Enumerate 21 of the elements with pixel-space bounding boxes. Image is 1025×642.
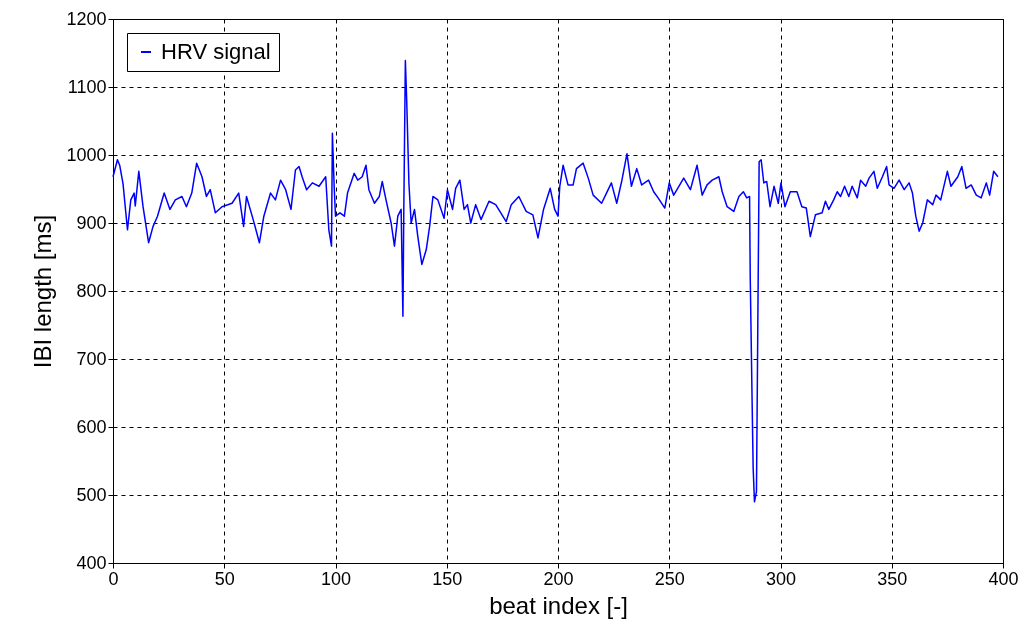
- y-tick-label: 400: [76, 552, 107, 573]
- x-tick-label: 0: [108, 568, 119, 589]
- x-tick-label: 50: [214, 568, 235, 589]
- y-tick-label: 1000: [66, 144, 107, 165]
- y-tick-label: 1200: [66, 8, 107, 29]
- y-tick-label: 1100: [67, 76, 107, 97]
- y-tick-label: 500: [76, 484, 107, 505]
- x-tick-label: 300: [765, 568, 797, 589]
- legend-label: HRV signal: [161, 39, 271, 64]
- x-tick-label: 100: [320, 568, 352, 589]
- x-tick-label: 200: [543, 568, 574, 589]
- x-axis-title: beat index [-]: [489, 591, 628, 619]
- x-tick-label: 350: [877, 568, 908, 589]
- y-tick-label: 800: [76, 280, 107, 301]
- y-tick-label: 600: [76, 416, 107, 437]
- y-tick-label: 700: [76, 348, 107, 369]
- y-axis-title: IBI length [ms]: [29, 214, 57, 369]
- x-tick-label: 400: [988, 568, 1019, 589]
- y-tick-label: 900: [76, 212, 107, 233]
- x-tick-label: 250: [654, 568, 685, 589]
- x-tick-label: 150: [432, 568, 463, 589]
